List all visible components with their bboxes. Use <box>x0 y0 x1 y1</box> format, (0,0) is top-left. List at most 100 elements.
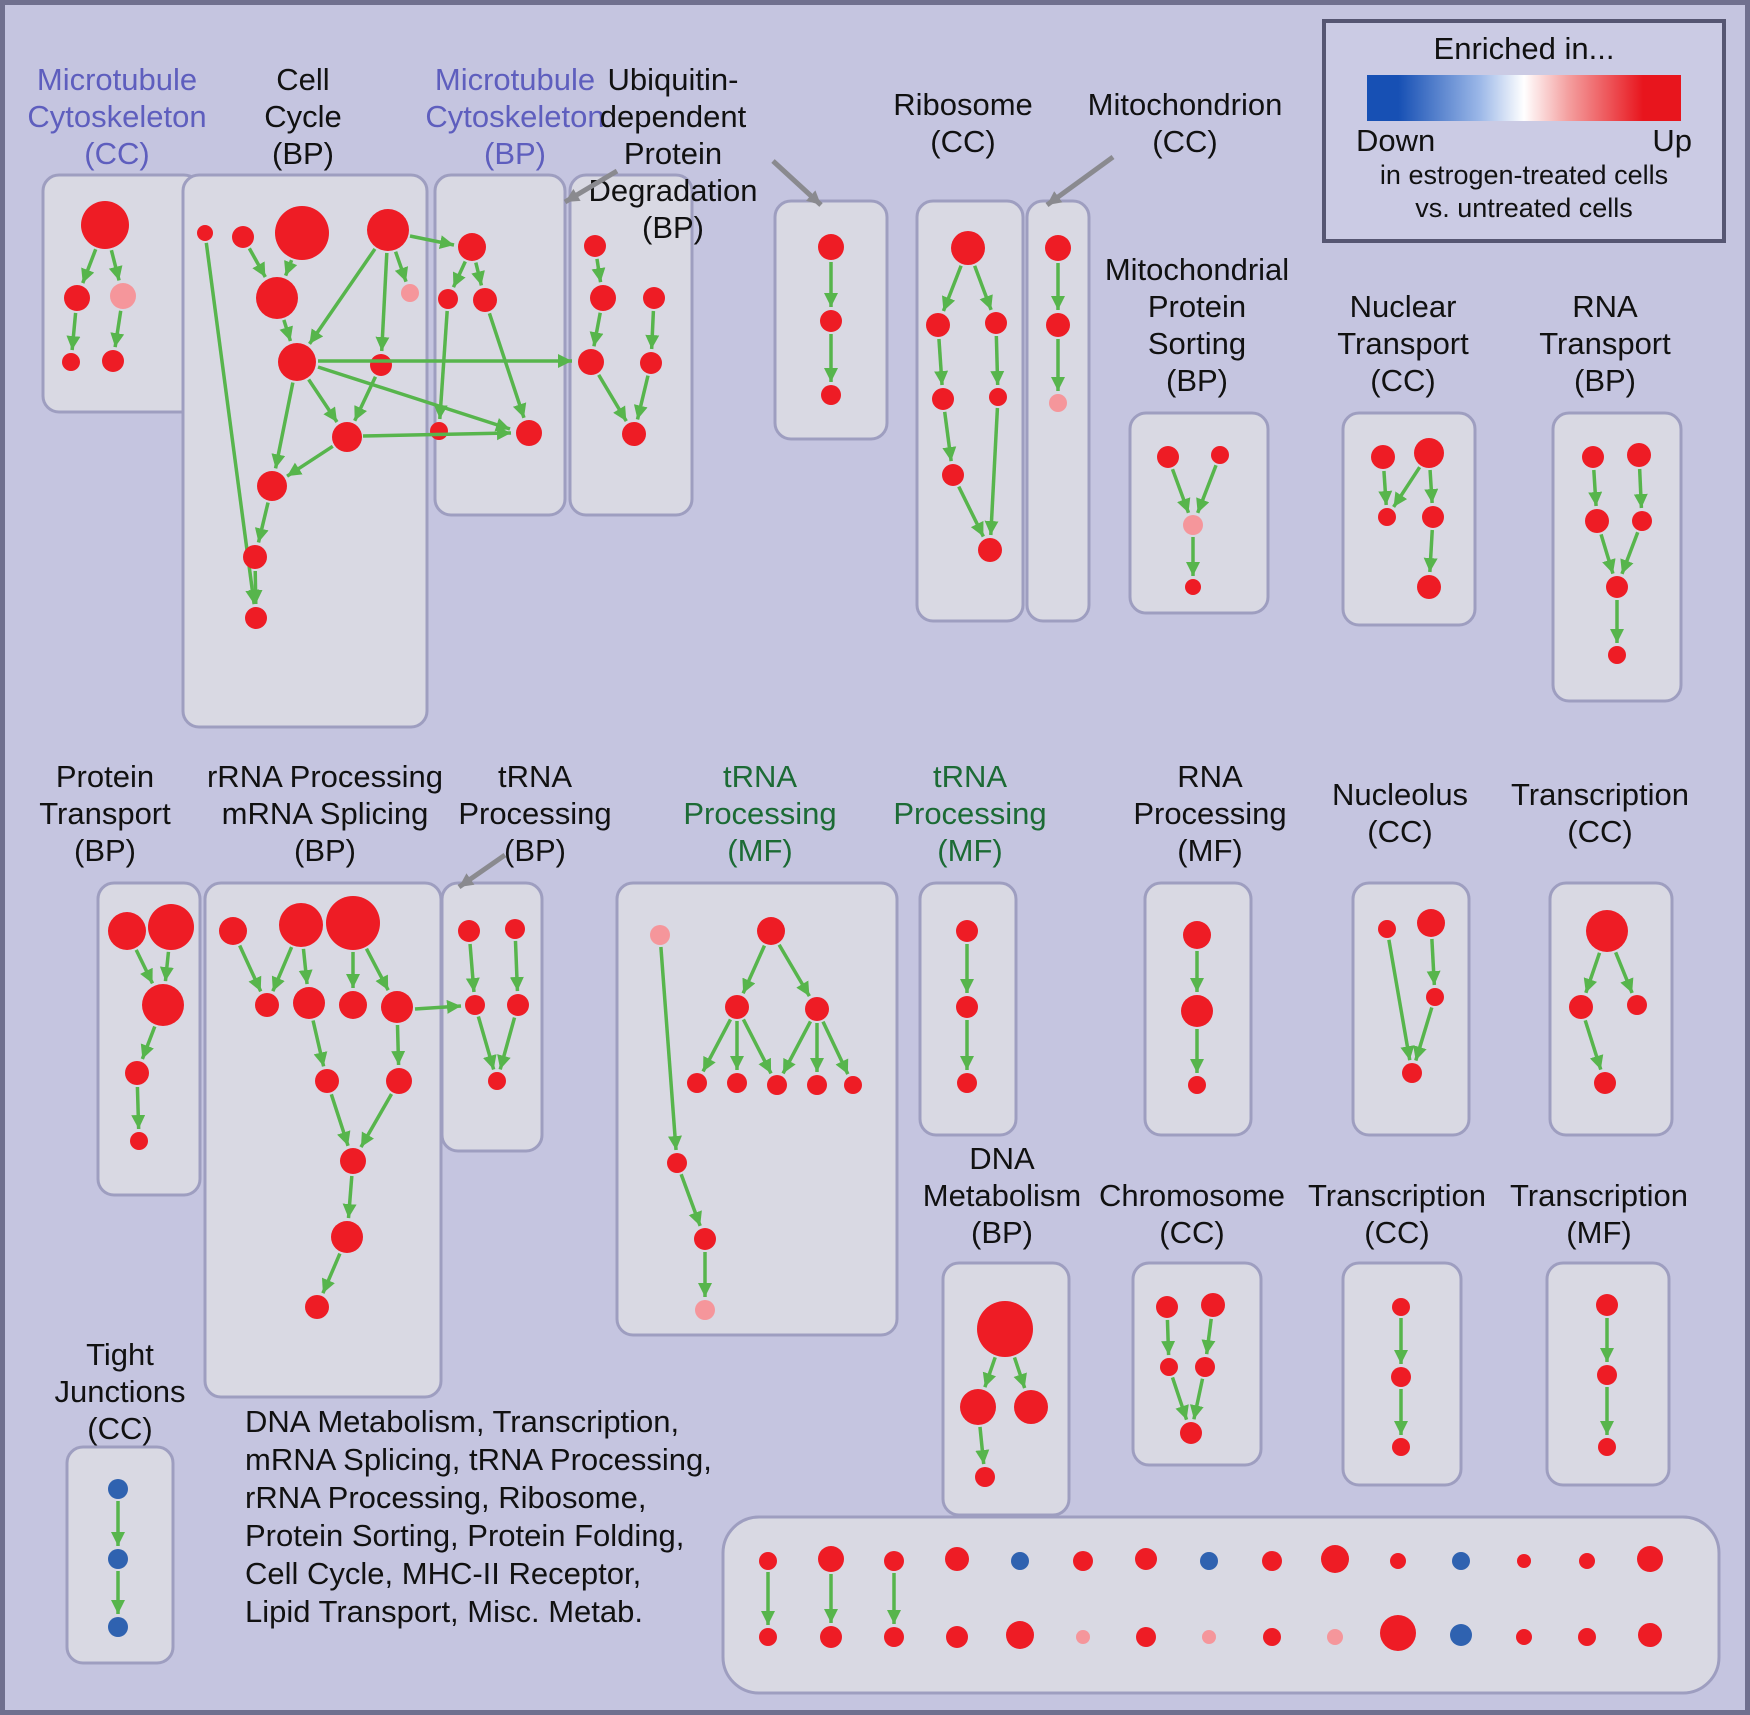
cluster-rna-transport-bp: RNA Transport (BP) <box>1539 289 1683 703</box>
go-term-node <box>1579 1553 1595 1569</box>
go-term-node <box>1327 1629 1343 1645</box>
edge-arrow <box>286 444 334 478</box>
go-term-node <box>1392 1298 1410 1316</box>
go-term-node <box>1180 1422 1202 1444</box>
label-pointer-arrow <box>563 168 619 205</box>
edge-arrow <box>131 1086 146 1130</box>
edge-arrow <box>364 947 390 991</box>
go-term-node <box>243 545 267 569</box>
edge-arrow <box>1392 466 1422 508</box>
go-term-node <box>108 1617 128 1637</box>
go-term-node <box>1627 443 1651 467</box>
go-term-node <box>197 225 213 241</box>
cluster-ribosome-cc: Ribosome (CC) <box>893 87 1033 623</box>
edge-arrow <box>1413 1007 1434 1062</box>
legend-down-label: Down <box>1356 123 1436 158</box>
go-term-node <box>1422 506 1444 528</box>
cluster-label: Ubiquitin-dependent Protein Degradation (BP… <box>589 62 758 245</box>
edge-arrow <box>134 949 155 985</box>
legend: Enriched in... Down Up in estrogen-treat… <box>1322 19 1726 243</box>
edge-arrow <box>1614 951 1634 994</box>
edge-arrow <box>307 378 339 423</box>
go-term-node <box>725 995 749 1019</box>
cluster-box <box>440 881 544 1153</box>
edge-arrow <box>81 248 98 284</box>
go-term-node <box>1201 1293 1225 1317</box>
cluster-label: RNA Processing (MF) <box>1133 759 1286 868</box>
misc-line: DNA Metabolism, Transcription, <box>245 1404 680 1439</box>
go-term-node <box>516 420 542 446</box>
go-term-node <box>293 987 325 1019</box>
go-term-node <box>932 388 954 410</box>
cluster-microtubule-cytoskeleton-bp: Microtubule Cytoskeleton (BP) <box>425 62 605 517</box>
go-term-node <box>108 1549 128 1569</box>
go-term-node <box>1597 1365 1617 1385</box>
edge-arrow <box>1170 1376 1189 1421</box>
cluster-box <box>203 881 443 1399</box>
edge-arrow <box>1424 469 1439 504</box>
edge-arrow <box>1012 1356 1027 1389</box>
go-term-node <box>1627 995 1647 1015</box>
go-term-node <box>1011 1552 1029 1570</box>
go-term-node <box>1608 646 1626 664</box>
cluster-label: Nucleolus (CC) <box>1332 777 1468 849</box>
edge-arrow <box>204 242 260 605</box>
go-term-node <box>926 313 950 337</box>
cluster-label: tRNA Processing (MF) <box>893 759 1046 868</box>
go-term-node <box>1632 511 1652 531</box>
go-term-node <box>1598 1438 1616 1456</box>
go-term-node <box>1638 1623 1662 1647</box>
go-term-node <box>332 422 362 452</box>
edge-arrow <box>283 259 298 277</box>
edge-arrow <box>934 338 949 386</box>
go-term-node <box>1414 438 1444 468</box>
go-term-node <box>1156 1296 1178 1318</box>
cluster-trna-processing-mf-large: tRNA Processing (MF) <box>615 759 899 1337</box>
cluster-chromosome-cc: Chromosome (CC) <box>1099 1178 1285 1467</box>
go-term-node <box>148 904 194 950</box>
edge-arrow <box>254 502 270 543</box>
edge-arrow <box>248 570 263 605</box>
go-term-node <box>278 343 316 381</box>
edge-arrow <box>679 1173 702 1227</box>
edge-arrow <box>476 1016 497 1070</box>
go-term-node <box>62 353 80 371</box>
go-term-node <box>1452 1552 1470 1570</box>
go-term-node <box>977 1301 1033 1357</box>
edge-arrow <box>741 1018 773 1075</box>
go-term-node <box>957 1073 977 1093</box>
go-term-node <box>1262 1551 1282 1571</box>
cluster-label: RNA Transport (BP) <box>1539 289 1671 398</box>
go-term-node <box>1188 1076 1206 1094</box>
go-term-node <box>820 1626 842 1648</box>
edge-arrow <box>589 312 604 347</box>
edge-arrow <box>633 375 650 420</box>
cluster-label: Protein Transport (BP) <box>39 759 171 868</box>
go-term-node <box>1450 1624 1472 1646</box>
go-term-node <box>1014 1390 1048 1424</box>
go-term-node <box>1160 1358 1178 1376</box>
cluster-label: Mitochondrial Protein Sorting (BP) <box>1105 252 1289 398</box>
go-term-node <box>1596 1294 1618 1316</box>
label-pointer-arrow <box>771 159 823 207</box>
go-term-node <box>256 277 298 319</box>
go-term-node <box>643 287 665 309</box>
go-term-node <box>584 235 606 257</box>
edge-arrow <box>741 944 767 995</box>
cluster-label: Microtubule Cytoskeleton (BP) <box>425 62 604 171</box>
go-term-node <box>884 1627 904 1647</box>
go-term-node <box>1183 921 1211 949</box>
go-term-node <box>1517 1554 1531 1568</box>
cluster-box <box>941 1261 1071 1517</box>
go-term-node <box>232 226 254 248</box>
cluster-protein-degradation-left-box <box>568 173 694 517</box>
go-term-node <box>1378 920 1396 938</box>
cluster-transcription-cc-bottom: Transcription (CC) <box>1308 1178 1486 1487</box>
go-term-node <box>219 917 247 945</box>
go-term-node <box>1181 995 1213 1027</box>
cluster-transcription-cc-mid: Transcription (CC) <box>1511 777 1689 1137</box>
misc-line: mRNA Splicing, tRNA Processing, <box>245 1442 712 1477</box>
go-term-node <box>257 471 287 501</box>
go-term-node <box>1202 1630 1216 1644</box>
